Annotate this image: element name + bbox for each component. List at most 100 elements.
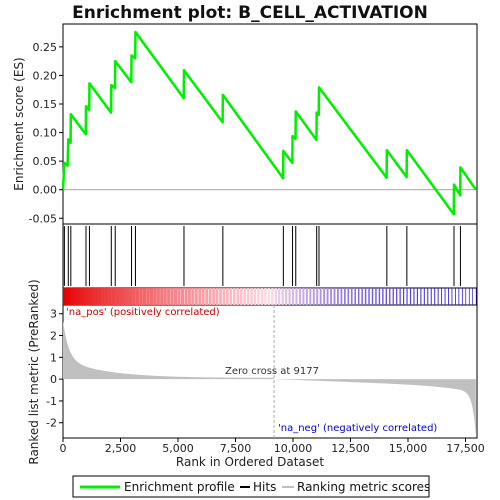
colorbar-segment <box>202 288 205 305</box>
colorbar-segment <box>368 288 370 305</box>
colorbar-segment <box>455 288 456 305</box>
colorbar-segment <box>309 288 311 305</box>
colorbar-segment <box>129 288 132 305</box>
es-panel <box>63 24 477 224</box>
colorbar-segment <box>70 288 74 305</box>
colorbar-segment <box>406 288 407 305</box>
colorbar-segment <box>375 288 376 305</box>
colorbar-segment <box>372 288 373 305</box>
colorbar-segment <box>299 288 301 305</box>
colorbar-segment <box>420 288 421 305</box>
colorbar-segment <box>434 288 435 305</box>
colorbar-segment <box>63 288 67 305</box>
x-tick-label: 5,000 <box>162 442 194 455</box>
colorbar-segment <box>261 288 263 305</box>
colorbar-segment <box>195 288 198 305</box>
zero-cross-label: Zero cross at 9177 <box>225 366 319 377</box>
colorbar-segment <box>285 288 287 305</box>
colorbar-segment <box>243 288 246 305</box>
colorbar-segment <box>136 288 139 305</box>
metric-tick-label: 2 <box>50 330 57 343</box>
colorbar-segment <box>382 288 383 305</box>
colorbar-segment <box>230 288 233 305</box>
x-tick-label: 12,500 <box>331 442 370 455</box>
es-tick-label: 0.05 <box>33 155 58 168</box>
es-tick-label: 0.10 <box>33 127 58 140</box>
colorbar-segment <box>393 288 394 305</box>
colorbar-segment <box>427 288 428 305</box>
x-tick-label: 10,000 <box>274 442 313 455</box>
colorbar-segment <box>358 288 360 305</box>
neg-label: 'na_neg' (negatively correlated) <box>278 423 437 434</box>
colorbar-segment <box>191 288 194 305</box>
x-tick-label: 15,000 <box>389 442 428 455</box>
colorbar-segment <box>268 288 270 305</box>
metric-axis-title: Ranked list metric (PreRanked) <box>27 279 41 464</box>
colorbar-segment <box>216 288 219 305</box>
colorbar-segment <box>209 288 212 305</box>
colorbar-segment <box>119 288 123 305</box>
colorbar-segment <box>289 288 291 305</box>
colorbar-segment <box>323 288 325 305</box>
colorbar-segment <box>337 288 339 305</box>
es-tick-label: 0.15 <box>33 98 58 111</box>
es-axis-title: Enrichment score (ES) <box>12 57 26 190</box>
colorbar-segment <box>66 288 70 305</box>
metric-tick-label: 3 <box>50 308 57 321</box>
colorbar-segment <box>125 288 129 305</box>
colorbar-segment <box>278 288 280 305</box>
colorbar-segment <box>167 288 170 305</box>
colorbar-segment <box>174 288 177 305</box>
colorbar-segment <box>347 288 349 305</box>
colorbar-segment <box>341 288 343 305</box>
colorbar-segment <box>344 288 346 305</box>
colorbar-segment <box>306 288 308 305</box>
rank-colorbar <box>63 288 476 305</box>
colorbar-segment <box>153 288 156 305</box>
colorbar-segment <box>396 288 397 305</box>
colorbar-segment <box>313 288 315 305</box>
colorbar-segment <box>105 288 109 305</box>
colorbar-segment <box>476 288 477 305</box>
colorbar-segment <box>177 288 180 305</box>
colorbar-segment <box>379 288 380 305</box>
colorbar-segment <box>122 288 126 305</box>
colorbar-segment <box>160 288 163 305</box>
colorbar-segment <box>445 288 446 305</box>
metric-tick-label: -2 <box>46 417 57 430</box>
es-tick-label: -0.05 <box>29 212 57 225</box>
colorbar-segment <box>334 288 336 305</box>
colorbar-segment <box>448 288 449 305</box>
metric-tick-label: 1 <box>50 351 57 364</box>
colorbar-segment <box>417 288 418 305</box>
colorbar-segment <box>132 288 135 305</box>
colorbar-segment <box>77 288 81 305</box>
es-tick-label: 0.00 <box>33 184 58 197</box>
colorbar-segment <box>150 288 153 305</box>
colorbar-segment <box>327 288 329 305</box>
colorbar-segment <box>94 288 98 305</box>
colorbar-segment <box>188 288 191 305</box>
x-tick-label: 0 <box>60 442 67 455</box>
legend-hits-label: Hits <box>253 480 276 494</box>
colorbar-segment <box>452 288 453 305</box>
colorbar-segment <box>223 288 226 305</box>
colorbar-segment <box>73 288 77 305</box>
legend-profile-label: Enrichment profile <box>124 480 235 494</box>
colorbar-segment <box>431 288 432 305</box>
colorbar-segment <box>424 288 425 305</box>
colorbar-segment <box>226 288 229 305</box>
colorbar-segment <box>219 288 222 305</box>
colorbar-segment <box>157 288 160 305</box>
x-tick-label: 2,500 <box>105 442 137 455</box>
colorbar-segment <box>389 288 390 305</box>
metric-tick-label: -1 <box>46 395 57 408</box>
colorbar-segment <box>302 288 304 305</box>
colorbar-segment <box>84 288 88 305</box>
colorbar-segment <box>205 288 208 305</box>
legend-metric-label: Ranking metric scores <box>297 480 430 494</box>
colorbar-segment <box>254 288 256 305</box>
colorbar-segment <box>320 288 322 305</box>
es-tick-label: 0.20 <box>33 69 58 82</box>
